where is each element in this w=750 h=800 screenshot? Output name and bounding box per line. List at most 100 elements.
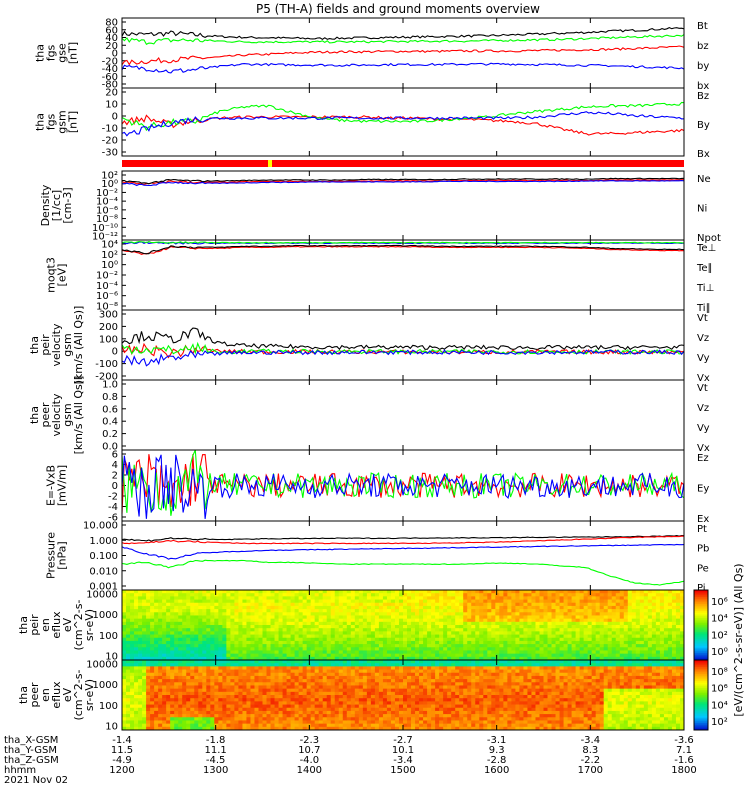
colorbar-tick: 10²: [711, 630, 728, 641]
y-axis-label: fgs: [45, 44, 58, 61]
ephemeris-value: -2.2: [581, 755, 601, 766]
colorbar: 10⁶ 10⁴ 10² 10⁰: [693, 589, 728, 661]
y-axis-label: (cm^2-s-: [72, 670, 85, 721]
y-axis-label: fgs: [45, 113, 58, 130]
ephemeris-value: -1.6: [674, 755, 694, 766]
series-line-by: [121, 34, 685, 46]
series-line-Pi: [121, 543, 685, 560]
ephemeris-value: -4.0: [300, 755, 320, 766]
spectrogram: [122, 590, 685, 661]
y-tick-label: 80: [105, 18, 118, 29]
y-tick-label: 10000: [86, 590, 118, 601]
ephemeris-value: -2.3: [300, 735, 320, 746]
legend-entry: Ex: [697, 514, 709, 525]
y-tick-label: 10.000: [83, 521, 118, 532]
colorbar-tick: 10⁴: [711, 700, 728, 711]
ephemeris-value: -2.7: [393, 735, 413, 746]
legend-entry: Pe: [697, 563, 709, 574]
y-axis-label: sr-eV): [83, 609, 96, 641]
colorbar-tick: 10⁰: [711, 647, 728, 658]
y-tick-label: 10⁻²: [96, 188, 118, 199]
series-line-Ez: [121, 454, 685, 514]
series-line-Vt: [121, 327, 685, 351]
y-axis-label: [km/s (All Qs)]: [72, 376, 85, 455]
colorbar-tick: 10⁸: [711, 667, 728, 678]
ephemeris-value: 11.5: [111, 745, 133, 756]
y-axis-label: gsm: [61, 333, 74, 356]
ephemeris-value: -2.8: [487, 755, 507, 766]
y-tick-label: 0.8: [102, 392, 118, 403]
series-line-Pt: [121, 535, 685, 542]
legend-entry: Ne: [697, 174, 711, 185]
y-tick-label: 10⁴: [101, 240, 118, 251]
y-tick-label: 10000: [86, 660, 118, 671]
y-tick-label: 10⁻⁶: [96, 205, 118, 216]
legend-entry: Vy: [697, 353, 710, 364]
y-tick-label: 0: [112, 112, 118, 123]
spectrogram: [122, 660, 685, 731]
legend-entry: bz: [697, 41, 709, 52]
y-axis-label: Density: [39, 184, 52, 226]
panel-frame: [121, 239, 685, 311]
ephemeris-value: 1800: [671, 765, 696, 776]
colorbar: 10⁸ 10⁶ 10⁴ 10² [eV/(cm^2-s-sr-eV)] (All Qs): [693, 563, 745, 731]
y-tick-label: 10: [105, 722, 118, 733]
y-tick-label: 6: [112, 450, 118, 461]
series-line-Pb: [121, 535, 684, 545]
y-axis-label: (cm^2-s-: [72, 600, 85, 651]
y-tick-label: -200: [95, 372, 118, 383]
ephemeris-value: -1.4: [112, 735, 132, 746]
ephemeris-value: 1300: [203, 765, 228, 776]
y-tick-label: 10: [105, 100, 118, 111]
y-axis-label: [nPa]: [56, 541, 69, 569]
y-tick-label: 10⁻²: [96, 271, 118, 282]
y-tick-label: -6: [108, 513, 118, 524]
legend-entry: Pt: [697, 524, 707, 535]
series-line-bz: [121, 45, 685, 66]
y-axis-label: eV: [61, 687, 74, 702]
y-tick-label: -40: [102, 64, 118, 75]
y-axis-label: [nT]: [67, 111, 80, 133]
y-axis-label: eV: [61, 617, 74, 632]
y-tick-label: 0.010: [89, 566, 118, 577]
legend-entry: Ey: [697, 484, 709, 495]
legend-entry: Ti⊥: [696, 283, 714, 294]
y-tick-label: 0: [112, 481, 118, 492]
y-tick-label: 1000: [93, 680, 118, 691]
legend-entry: Vt: [697, 383, 708, 394]
panel-10: thapeerenefluxeV(cm^2-s-sr-eV)1000010001…: [17, 563, 745, 732]
panel-frame: [121, 520, 685, 591]
y-tick-label: 100: [99, 631, 118, 642]
y-tick-label: 10⁻⁶: [96, 291, 118, 302]
y-tick-label: 20: [105, 41, 118, 52]
y-axis-label: [eV]: [56, 264, 69, 287]
ephemeris-value: 8.3: [582, 745, 598, 756]
y-axis-label: gsm: [61, 403, 74, 426]
ephemeris-value: 1500: [390, 765, 415, 776]
ephemeris-value: -3.1: [487, 735, 507, 746]
y-tick-label: 1.0: [102, 380, 118, 391]
legend-entry: Te⊥: [696, 243, 716, 254]
series-line-Te⊥: [121, 245, 685, 255]
y-axis-label: velocity: [50, 393, 63, 436]
y-tick-label: 0.100: [89, 551, 118, 562]
y-axis-label: [cm-3]: [61, 187, 74, 223]
series-line-Ey: [121, 449, 685, 516]
y-axis-label: [1/cc]: [50, 190, 63, 221]
ephemeris-value: 11.1: [205, 745, 227, 756]
legend-entry: Vx: [697, 443, 710, 454]
ephemeris-value: -3.4: [581, 735, 601, 746]
colorbar-tick: 10²: [711, 717, 728, 728]
y-tick-label: 10⁻⁸: [96, 214, 118, 225]
y-tick-label: 200: [99, 322, 118, 333]
y-tick-label: 10⁰: [101, 260, 118, 271]
ephemeris-value: 9.3: [489, 745, 505, 756]
y-tick-label: 0.2: [102, 429, 118, 440]
y-axis-label: gse: [56, 43, 69, 63]
legend-entry: Vt: [697, 313, 708, 324]
